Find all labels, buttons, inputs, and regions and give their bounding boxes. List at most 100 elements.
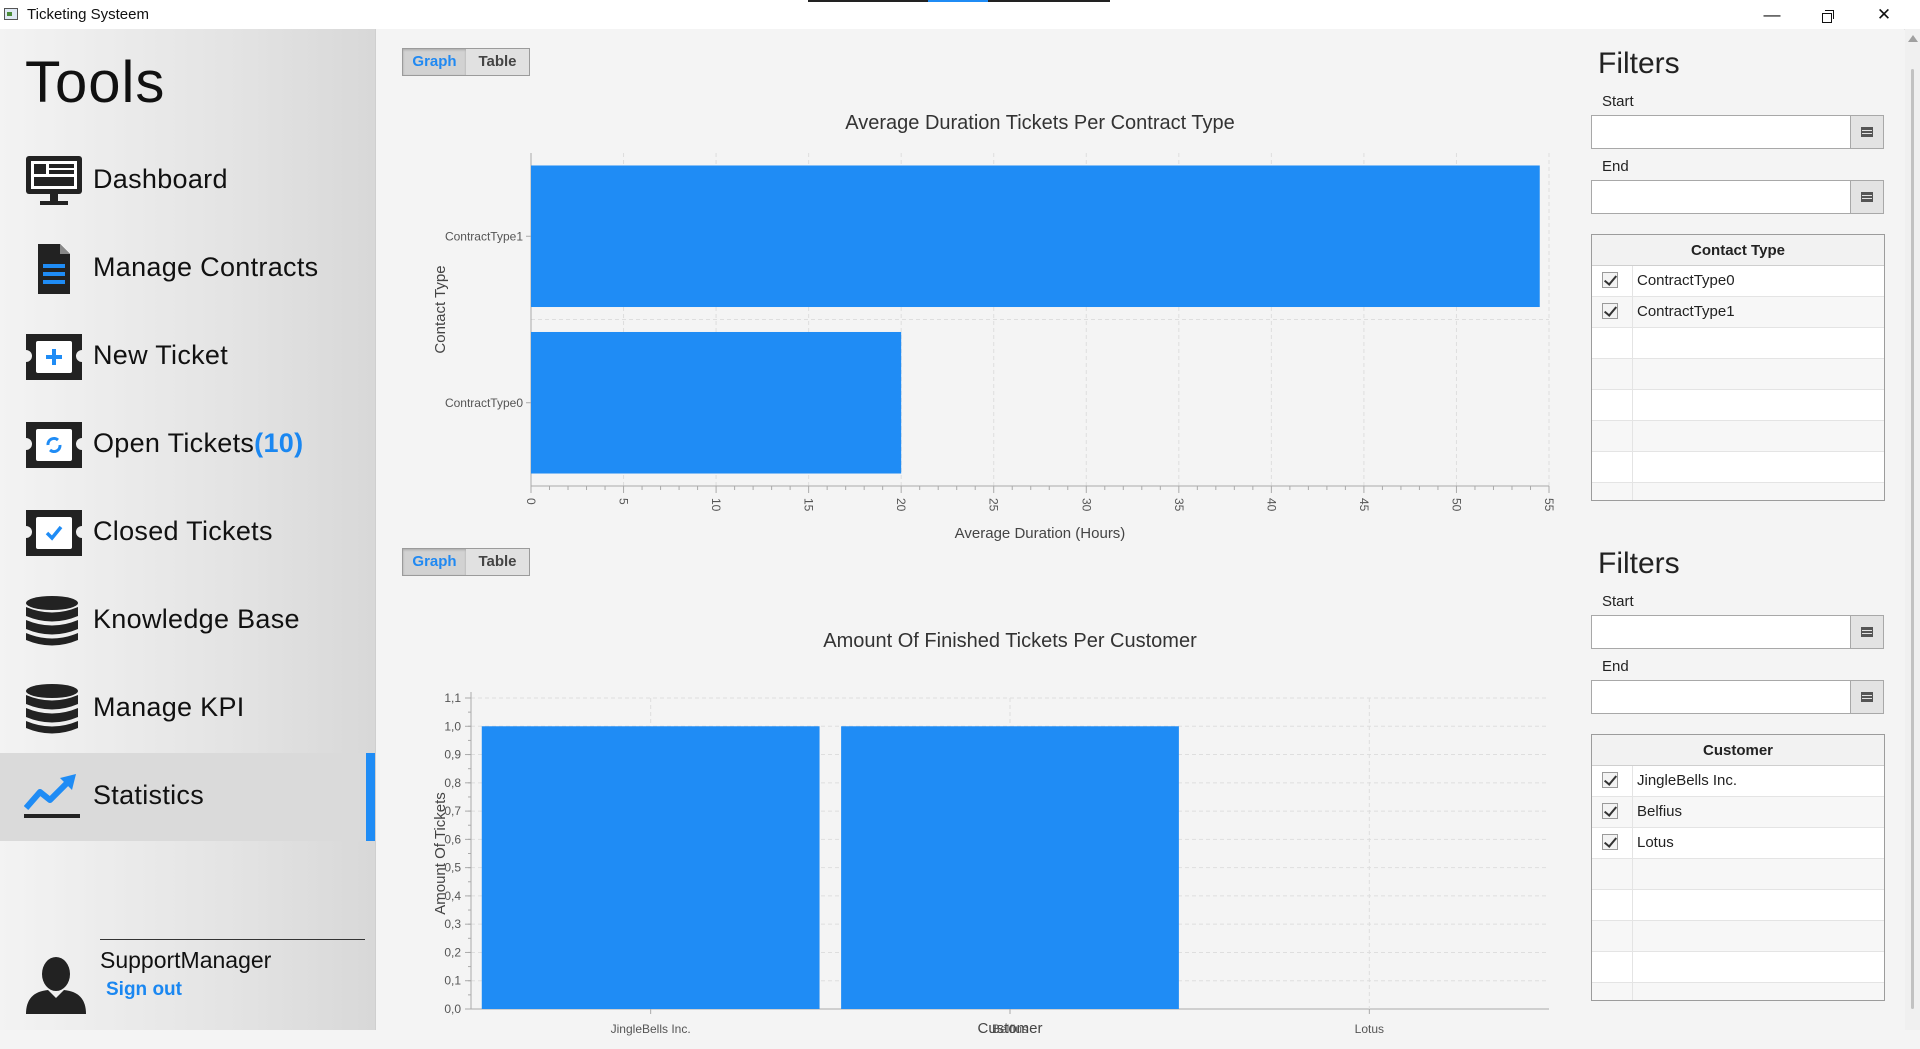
y-tick-label: 0,4 <box>444 889 461 903</box>
checkbox[interactable] <box>1602 834 1618 850</box>
checkbox[interactable] <box>1602 803 1618 819</box>
sidebar-item-statistics[interactable]: Statistics <box>0 753 375 841</box>
start-date-picker[interactable] <box>1591 615 1884 649</box>
filter-row[interactable]: JingleBells Inc. <box>1592 766 1884 797</box>
checkbox[interactable] <box>1602 272 1618 288</box>
sidebar-item-open-tickets[interactable]: Open Tickets(10) <box>0 401 375 489</box>
sidebar-item-manage-contracts[interactable]: Manage Contracts <box>0 225 375 313</box>
filter-item-label: ContractType0 <box>1637 272 1735 289</box>
sidebar-item-label: Dashboard <box>93 164 228 194</box>
y-tick-label: 1,0 <box>444 719 461 733</box>
start-label: Start <box>1602 93 1634 110</box>
y-tick-label: 0,2 <box>444 945 461 959</box>
user-name: SupportManager <box>100 947 272 973</box>
statistics-panel: Graph Table Average Duration Tickets Per… <box>375 29 1904 1037</box>
start-date-input[interactable] <box>1591 615 1851 649</box>
bar <box>481 726 820 1009</box>
filters-panel-bottom: Filters Start End Customer JingleBells I… <box>1586 547 1886 1027</box>
y-tick-label: ContractType1 <box>445 229 523 243</box>
end-date-input[interactable] <box>1591 180 1851 214</box>
contract-type-filter-table: Contact Type ContractType0 ContractType1 <box>1591 234 1885 501</box>
empty-row <box>1592 452 1884 483</box>
empty-row <box>1592 983 1884 1000</box>
ticket-plus-icon <box>26 334 82 380</box>
vertical-scrollbar[interactable] <box>1905 29 1920 1030</box>
minimize-button[interactable]: — <box>1763 5 1781 24</box>
filter-row[interactable]: Lotus <box>1592 828 1884 859</box>
checkbox[interactable] <box>1602 303 1618 319</box>
end-date-input[interactable] <box>1591 680 1851 714</box>
y-tick-label: 0,0 <box>444 1002 461 1016</box>
calendar-icon <box>1861 692 1873 702</box>
bar <box>841 726 1179 1009</box>
filter-item-label: Lotus <box>1637 834 1674 851</box>
sidebar-item-knowledge-base[interactable]: Knowledge Base <box>0 577 375 665</box>
active-indicator <box>366 753 375 841</box>
y-tick-label: 0,3 <box>444 917 461 931</box>
empty-row <box>1592 921 1884 952</box>
start-date-input[interactable] <box>1591 115 1851 149</box>
end-date-picker[interactable] <box>1591 680 1884 714</box>
graph-toggle-button[interactable]: Graph <box>403 549 466 575</box>
filter-row[interactable]: ContractType0 <box>1592 266 1884 297</box>
close-button[interactable]: ✕ <box>1876 5 1892 24</box>
sign-out-link[interactable]: Sign out <box>106 979 182 1000</box>
restore-button[interactable] <box>1800 0 1856 29</box>
x-tick-label: 25 <box>987 498 1001 512</box>
x-tick-label: 5 <box>617 498 631 505</box>
y-tick-label: 0,7 <box>444 804 461 818</box>
open-tickets-count: (10) <box>254 428 304 458</box>
sidebar-item-manage-kpi[interactable]: Manage KPI <box>0 665 375 753</box>
filter-row[interactable]: Belfius <box>1592 797 1884 828</box>
y-tick-label: 0,8 <box>444 776 461 790</box>
y-tick-label: 0,9 <box>444 748 461 762</box>
empty-row <box>1592 859 1884 890</box>
end-calendar-button[interactable] <box>1851 180 1884 214</box>
checkbox[interactable] <box>1602 772 1618 788</box>
end-calendar-button[interactable] <box>1851 680 1884 714</box>
empty-row <box>1592 421 1884 452</box>
empty-row <box>1592 359 1884 390</box>
empty-row <box>1592 952 1884 983</box>
end-label: End <box>1602 658 1629 675</box>
window-titlebar: Ticketing Systeem — ✕ <box>0 0 1920 30</box>
monitor-icon <box>26 156 82 205</box>
filter-item-label: JingleBells Inc. <box>1637 772 1738 789</box>
sidebar-item-closed-tickets[interactable]: Closed Tickets <box>0 489 375 577</box>
end-date-picker[interactable] <box>1591 180 1884 214</box>
start-calendar-button[interactable] <box>1851 615 1884 649</box>
filters-title: Filters <box>1598 47 1680 80</box>
sidebar-item-label: Closed Tickets <box>93 516 273 546</box>
x-tick-label: Lotus <box>1355 1022 1384 1036</box>
start-calendar-button[interactable] <box>1851 115 1884 149</box>
scroll-thumb[interactable] <box>1911 69 1914 1009</box>
sidebar-item-new-ticket[interactable]: New Ticket <box>0 313 375 401</box>
x-tick-label: 20 <box>894 498 908 512</box>
x-tick-label: 45 <box>1357 498 1371 512</box>
x-tick-label: 0 <box>524 498 538 505</box>
window-title: Ticketing Systeem <box>27 6 149 23</box>
bar <box>531 165 1540 308</box>
table-toggle-button[interactable]: Table <box>478 553 517 570</box>
x-tick-label: 10 <box>709 498 723 512</box>
scroll-up-icon[interactable] <box>1908 35 1918 42</box>
empty-row <box>1592 390 1884 421</box>
view-toggle-top[interactable]: Graph Table <box>402 48 530 76</box>
start-label: Start <box>1602 593 1634 610</box>
restore-icon <box>1822 9 1834 23</box>
filters-panel-top: Filters Start End Contact Type ContractT… <box>1586 47 1886 527</box>
graph-toggle-button[interactable]: Graph <box>403 49 466 75</box>
duration-chart: Average Duration Tickets Per Contract Ty… <box>386 79 1556 554</box>
view-toggle-bottom[interactable]: Graph Table <box>402 548 530 576</box>
sidebar-item-label: Manage Contracts <box>93 252 319 282</box>
x-axis-label: Customer <box>977 1020 1042 1037</box>
filter-row[interactable]: ContractType1 <box>1592 297 1884 328</box>
sidebar-title: Tools <box>25 50 166 115</box>
titlebar-strip <box>988 0 1110 2</box>
app-icon <box>4 8 18 20</box>
sidebar-item-dashboard[interactable]: Dashboard <box>0 137 375 225</box>
table-toggle-button[interactable]: Table <box>478 53 517 70</box>
customer-chart: Amount Of Finished Tickets Per Customer 0… <box>386 584 1556 1049</box>
sidebar: Tools Dashboard Manage Contracts <box>0 29 375 1030</box>
start-date-picker[interactable] <box>1591 115 1884 149</box>
